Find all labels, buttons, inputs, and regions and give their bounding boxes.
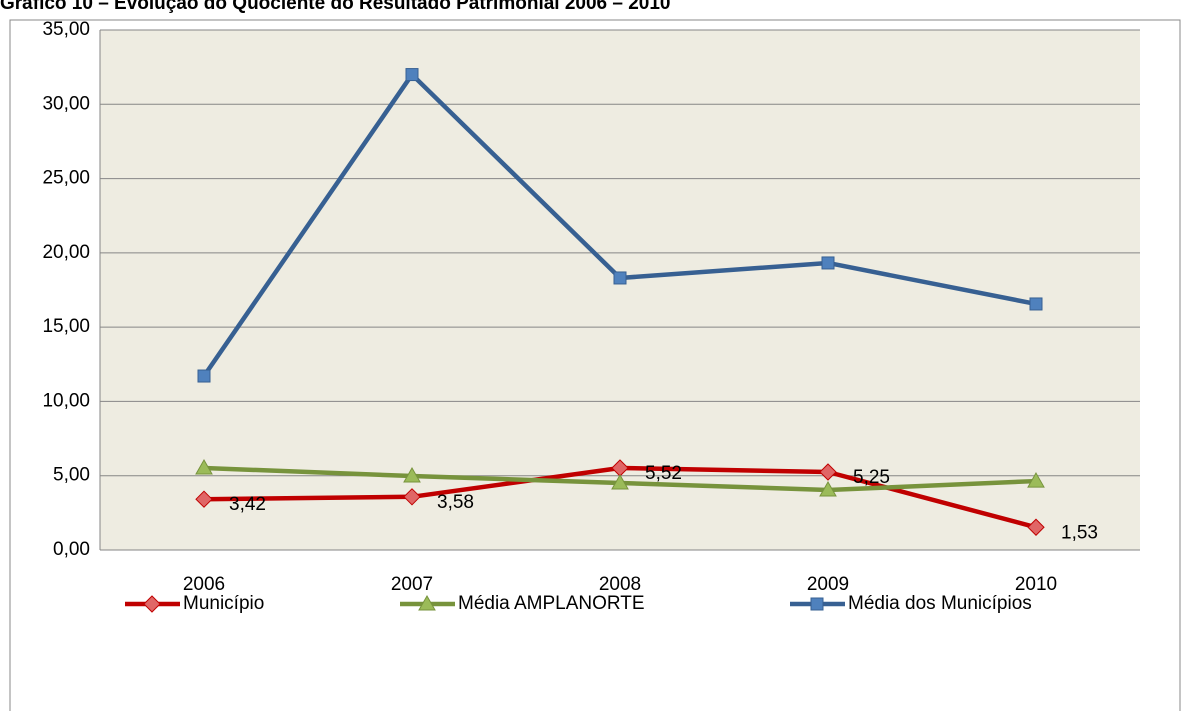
data-point bbox=[1029, 297, 1043, 311]
data-point bbox=[821, 256, 835, 270]
data-label: 3,42 bbox=[229, 494, 266, 515]
data-point bbox=[403, 467, 421, 483]
data-label: 3,58 bbox=[437, 492, 474, 513]
data-point bbox=[611, 473, 629, 490]
legend-marker bbox=[143, 595, 161, 613]
data-label: 5,25 bbox=[853, 467, 890, 488]
y-tick-label: 15,00 bbox=[42, 316, 90, 337]
x-tick-label: 2010 bbox=[1015, 574, 1057, 595]
data-point bbox=[819, 463, 837, 481]
chart-title: Gráfico 10 – Evolução do Quociente do Re… bbox=[0, 0, 671, 14]
y-tick-label: 5,00 bbox=[53, 465, 90, 486]
x-tick-label: 2006 bbox=[183, 574, 225, 595]
x-tick-label: 2008 bbox=[599, 574, 641, 595]
legend-label: Média dos Municípios bbox=[848, 593, 1032, 614]
y-tick-label: 10,00 bbox=[42, 390, 90, 411]
data-point bbox=[195, 490, 213, 508]
data-point bbox=[819, 480, 837, 497]
legend-marker bbox=[418, 594, 436, 611]
y-tick-label: 30,00 bbox=[42, 93, 90, 114]
legend-label: Município bbox=[183, 593, 264, 614]
data-point bbox=[613, 271, 627, 285]
y-tick-label: 0,00 bbox=[53, 539, 90, 560]
data-label: 5,52 bbox=[645, 463, 682, 484]
legend-label: Média AMPLANORTE bbox=[458, 593, 645, 614]
data-label: 1,53 bbox=[1061, 522, 1098, 543]
y-tick-label: 25,00 bbox=[42, 168, 90, 189]
data-point bbox=[1027, 518, 1045, 536]
y-tick-label: 20,00 bbox=[42, 242, 90, 263]
x-tick-label: 2007 bbox=[391, 574, 433, 595]
legend-marker bbox=[810, 597, 824, 611]
y-tick-label: 35,00 bbox=[42, 19, 90, 40]
data-point bbox=[195, 458, 213, 475]
data-point bbox=[197, 369, 211, 383]
data-point bbox=[1027, 472, 1045, 488]
data-point bbox=[405, 68, 419, 82]
x-tick-label: 2009 bbox=[807, 574, 849, 595]
data-point bbox=[403, 488, 421, 506]
